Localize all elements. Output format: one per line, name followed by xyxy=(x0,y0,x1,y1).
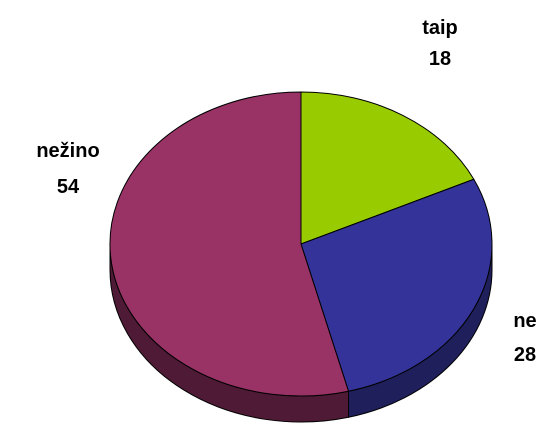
label-ne: ne 28 xyxy=(513,310,536,366)
pie-slices xyxy=(109,91,493,397)
label-nezino: nežino 54 xyxy=(36,140,99,198)
pie-slice-ne xyxy=(300,178,493,392)
label-nezino-value: 54 xyxy=(57,176,80,198)
label-taip-value: 18 xyxy=(429,48,451,70)
label-ne-value: 28 xyxy=(514,344,536,366)
label-ne-name: ne xyxy=(513,310,536,332)
label-nezino-name: nežino xyxy=(36,140,99,162)
label-taip-name: taip xyxy=(422,17,458,39)
label-taip: taip 18 xyxy=(422,17,458,70)
pie-slice-nežino xyxy=(109,91,349,397)
pie-slice-taip xyxy=(300,91,475,245)
